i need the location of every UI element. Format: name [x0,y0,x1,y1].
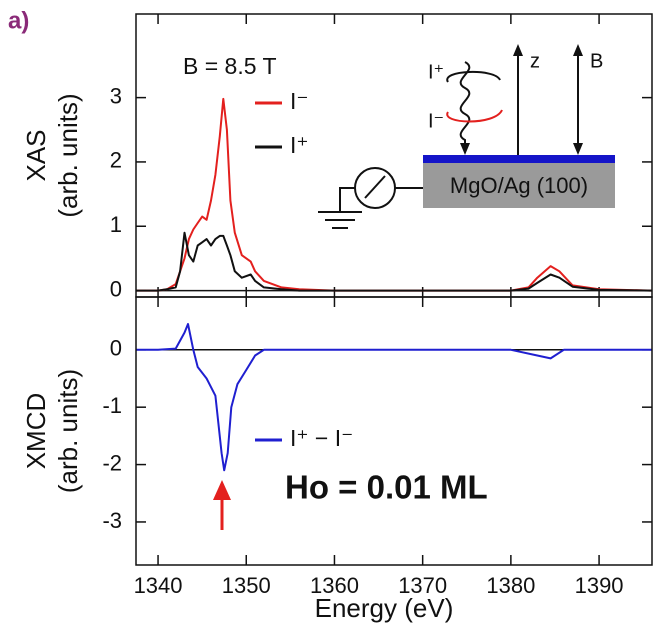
arrow-head [573,143,583,155]
inset-label: I⁺ [428,61,444,83]
panel-label: a) [8,7,29,34]
x-axis-label: Energy (eV) [315,593,454,623]
surface-layer [423,155,615,163]
y-tick-label: 0 [110,336,122,361]
annotation: B = 8.5 T [183,53,277,79]
y-axis-label: (arb. units) [53,93,83,217]
y-tick-label: -1 [102,393,122,418]
substrate-box [423,162,615,208]
legend-label: I⁻ [290,88,309,114]
ammeter-needle [364,175,386,199]
y-axis-label: XMCD [21,393,51,470]
y-tick-label: 0 [110,276,122,301]
y-tick-label: -3 [102,508,122,533]
x-tick-label: 1390 [575,573,624,598]
arrow-head [213,480,231,500]
y-tick-label: 2 [110,148,122,173]
wire [339,187,355,212]
legend-label: I⁺ [290,132,309,158]
data-line [136,231,653,292]
y-tick-label: -2 [102,450,122,475]
legend-label: I⁺ − I⁻ [290,425,353,451]
x-tick-label: 1370 [398,573,447,598]
inset-label: B [590,50,603,72]
x-tick-label: 1340 [134,573,183,598]
helicity-plus [446,71,501,83]
inset-diagram [318,44,615,229]
x-tick-label: 1350 [222,573,271,598]
annotation: Ho = 0.01 ML [285,469,488,506]
x-tick-label: 1360 [310,573,359,598]
inset-label: I⁻ [428,110,444,132]
y-axis-label: (arb. units) [53,369,83,493]
x-tick-label: 1380 [486,573,535,598]
data-line [136,323,652,472]
arrow-head [513,44,523,56]
photon-wave [459,61,471,146]
arrow-head [573,44,583,56]
y-tick-label: 3 [110,83,122,108]
arrow-head [460,143,470,155]
inset-label: z [530,50,540,72]
y-tick-label: 1 [110,212,122,237]
inset-label: MgO/Ag (100) [450,173,588,198]
helicity-minus [446,109,503,123]
plot-frame [135,296,653,566]
red-arrow [213,480,231,530]
y-axis-label: XAS [21,129,51,181]
